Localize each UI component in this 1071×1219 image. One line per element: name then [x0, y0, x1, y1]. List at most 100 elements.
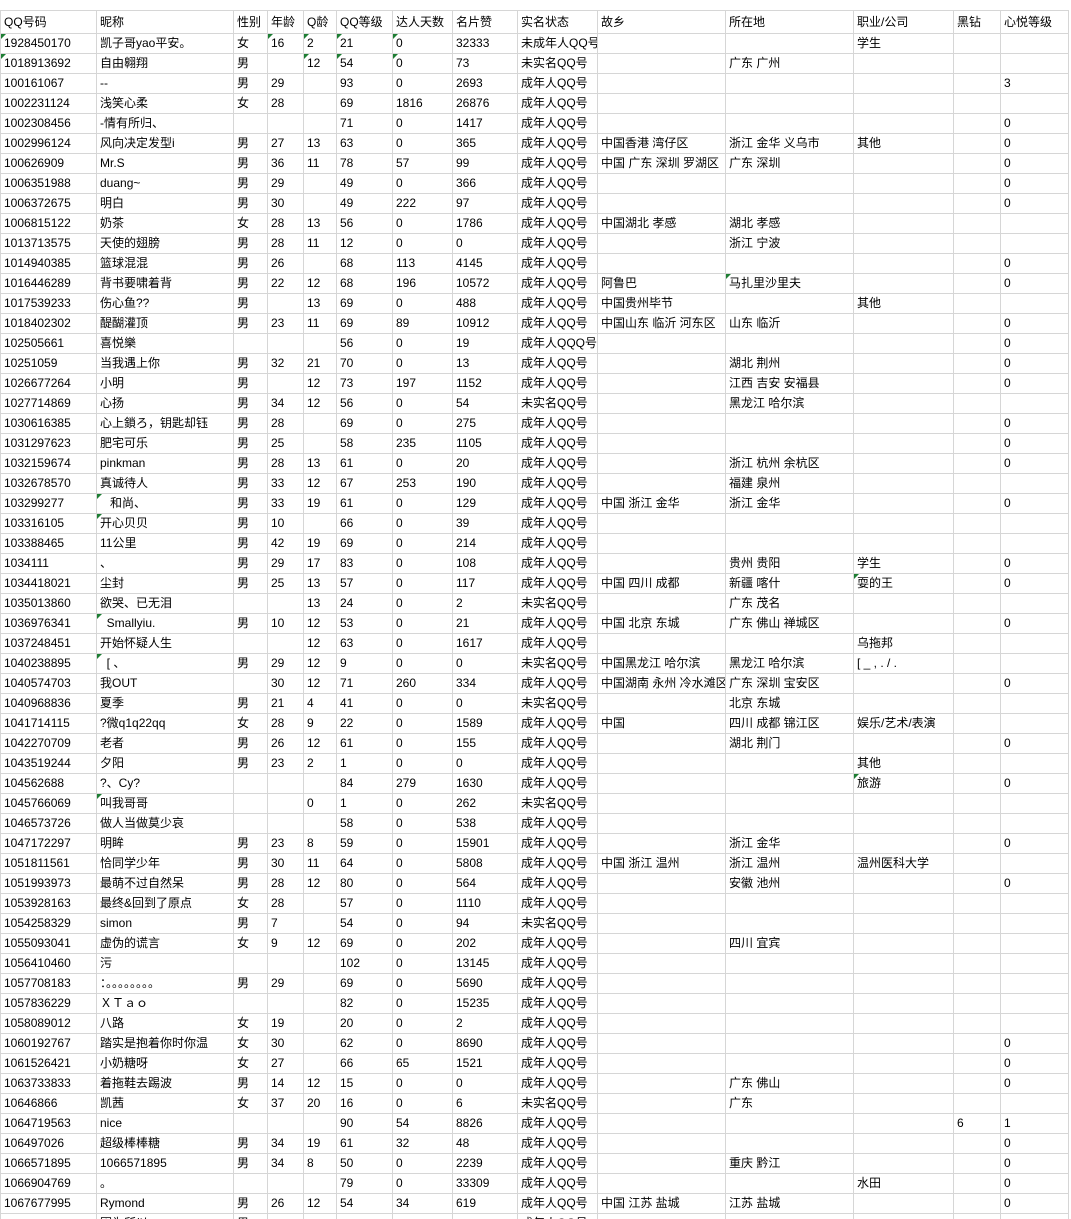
- cell[interactable]: [597, 553, 726, 574]
- cell[interactable]: 12: [336, 233, 393, 254]
- cell[interactable]: 喜悦樂: [96, 333, 234, 354]
- cell[interactable]: 0: [1000, 1133, 1069, 1154]
- cell[interactable]: [953, 713, 1001, 734]
- cell[interactable]: 中国湖北 孝感: [597, 213, 726, 234]
- cell[interactable]: 成年人QQQ号: [517, 333, 598, 354]
- cell[interactable]: 0: [1000, 733, 1069, 754]
- cell[interactable]: [953, 773, 1001, 794]
- cell[interactable]: [953, 793, 1001, 814]
- cell[interactable]: 浙江 杭州 余杭区: [725, 453, 854, 474]
- cell[interactable]: 成年人QQ号: [517, 1133, 598, 1154]
- cell[interactable]: 19: [452, 333, 518, 354]
- cell[interactable]: 4: [303, 693, 337, 714]
- cell[interactable]: [953, 813, 1001, 834]
- cell[interactable]: 63: [336, 633, 393, 654]
- cell[interactable]: [853, 253, 954, 274]
- cell[interactable]: [725, 1013, 854, 1034]
- cell[interactable]: 1045766069: [0, 793, 97, 814]
- cell[interactable]: 26876: [452, 93, 518, 114]
- cell[interactable]: 1034111: [0, 553, 97, 574]
- cell[interactable]: 1037248451: [0, 633, 97, 654]
- cell[interactable]: 12: [303, 933, 337, 954]
- cell[interactable]: [853, 73, 954, 94]
- cell[interactable]: 重庆 黔江: [725, 1153, 854, 1174]
- cell[interactable]: [953, 53, 1001, 74]
- cell[interactable]: 成年人QQ号: [517, 1073, 598, 1094]
- cell[interactable]: 50: [336, 1153, 393, 1174]
- cell[interactable]: duang~: [96, 173, 234, 194]
- cell[interactable]: 12: [303, 53, 337, 74]
- cell[interactable]: [1000, 993, 1069, 1014]
- cell[interactable]: 成年人QQ号: [517, 1013, 598, 1034]
- cell[interactable]: [597, 233, 726, 254]
- cell[interactable]: [597, 373, 726, 394]
- cell[interactable]: Smallyiu.: [96, 613, 234, 634]
- cell[interactable]: 未实名QQ号: [517, 393, 598, 414]
- cell[interactable]: 。: [96, 1173, 234, 1194]
- cell[interactable]: 最终&回到了原点: [96, 893, 234, 914]
- cell[interactable]: 男: [233, 193, 268, 214]
- cell[interactable]: --: [96, 73, 234, 94]
- cell[interactable]: 成年人QQ号: [517, 93, 598, 114]
- cell[interactable]: 0: [452, 653, 518, 674]
- cell[interactable]: 小奶糖呀: [96, 1053, 234, 1074]
- cell[interactable]: 365: [452, 133, 518, 154]
- cell[interactable]: [303, 913, 337, 934]
- cell[interactable]: 成年人QQ号: [517, 833, 598, 854]
- cell[interactable]: 成年人QQ号: [517, 673, 598, 694]
- cell[interactable]: 103316105: [0, 513, 97, 534]
- cell[interactable]: 0: [1000, 193, 1069, 214]
- cell[interactable]: 16: [336, 1093, 393, 1114]
- cell[interactable]: 279: [392, 773, 453, 794]
- cell[interactable]: [1000, 1093, 1069, 1114]
- cell[interactable]: [853, 933, 954, 954]
- cell[interactable]: [303, 433, 337, 454]
- cell[interactable]: [597, 753, 726, 774]
- cell[interactable]: 新疆 喀什: [725, 573, 854, 594]
- cell[interactable]: [233, 113, 268, 134]
- cell[interactable]: [953, 253, 1001, 274]
- cell[interactable]: 黑龙江 哈尔滨: [725, 393, 854, 414]
- cell[interactable]: [267, 953, 304, 974]
- cell[interactable]: [953, 1173, 1001, 1194]
- cell[interactable]: 乌拖邦: [853, 633, 954, 654]
- cell[interactable]: 女: [233, 1033, 268, 1054]
- cell[interactable]: 老者: [96, 733, 234, 754]
- cell[interactable]: 0: [452, 1073, 518, 1094]
- cell[interactable]: 0: [392, 53, 453, 74]
- cell[interactable]: 10572: [452, 273, 518, 294]
- cell[interactable]: 155: [452, 733, 518, 754]
- cell[interactable]: 19: [303, 1133, 337, 1154]
- cell[interactable]: 65: [392, 1053, 453, 1074]
- cell[interactable]: 0: [392, 1153, 453, 1174]
- cell[interactable]: 成年人QQ号: [517, 353, 598, 374]
- cell[interactable]: 1060192767: [0, 1033, 97, 1054]
- cell[interactable]: 0: [1000, 413, 1069, 434]
- cell[interactable]: [267, 793, 304, 814]
- cell[interactable]: [853, 993, 954, 1014]
- cell[interactable]: 54: [336, 53, 393, 74]
- cell[interactable]: 0: [392, 1093, 453, 1114]
- cell[interactable]: 0: [1000, 673, 1069, 694]
- cell[interactable]: 6: [452, 1093, 518, 1114]
- cell[interactable]: 0: [392, 873, 453, 894]
- cell[interactable]: 10251059: [0, 353, 97, 374]
- cell[interactable]: 1928450170: [0, 33, 97, 54]
- cell[interactable]: 0: [1000, 1153, 1069, 1174]
- cell[interactable]: [233, 593, 268, 614]
- cell[interactable]: 29: [267, 973, 304, 994]
- cell[interactable]: [953, 753, 1001, 774]
- column-header[interactable]: 职业/公司: [853, 10, 954, 34]
- cell[interactable]: 风向决定发型i: [96, 133, 234, 154]
- cell[interactable]: 1032159674: [0, 453, 97, 474]
- cell[interactable]: 27: [267, 1053, 304, 1074]
- cell[interactable]: [303, 253, 337, 274]
- cell[interactable]: 2: [303, 753, 337, 774]
- cell[interactable]: 中国 广东 深圳 罗湖区: [597, 153, 726, 174]
- cell[interactable]: 0: [1000, 273, 1069, 294]
- cell[interactable]: 娱乐/艺术/表演: [853, 713, 954, 734]
- cell[interactable]: 成年人QQ号: [517, 1153, 598, 1174]
- cell[interactable]: 48: [452, 1133, 518, 1154]
- cell[interactable]: [597, 1073, 726, 1094]
- cell[interactable]: 成年人QQ号: [517, 193, 598, 214]
